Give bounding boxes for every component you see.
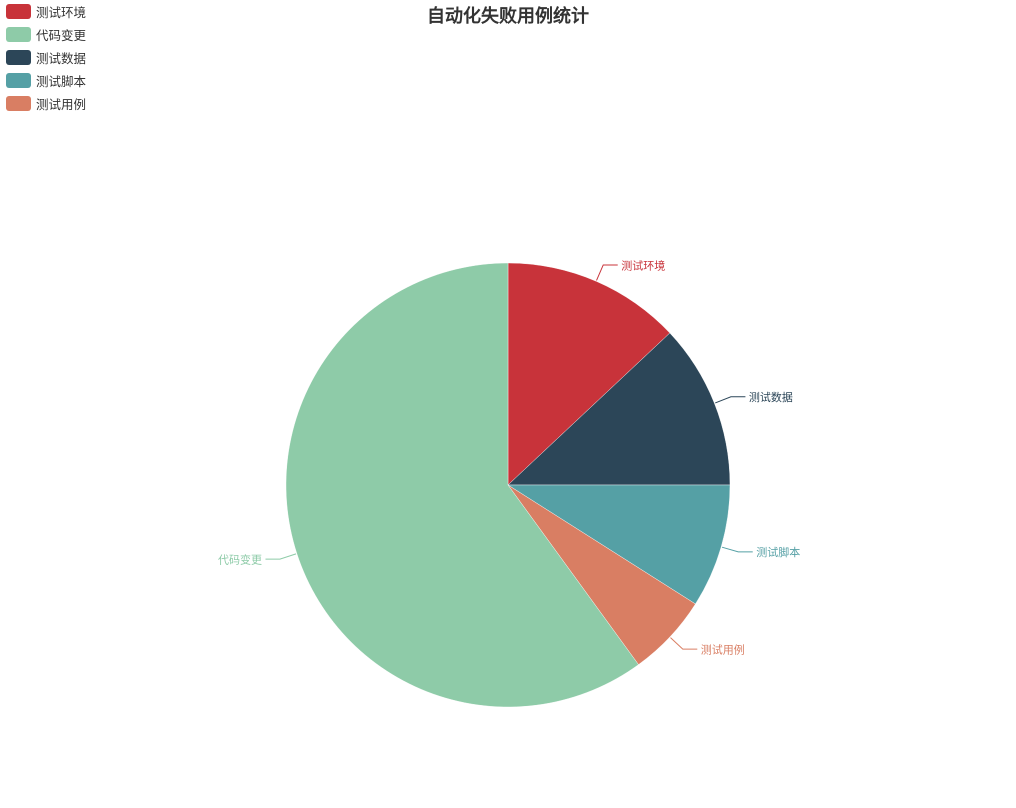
svg-text:代码变更: 代码变更 <box>218 552 262 566</box>
svg-text:测试用例: 测试用例 <box>701 642 745 656</box>
svg-text:测试脚本: 测试脚本 <box>756 545 800 559</box>
svg-text:测试数据: 测试数据 <box>749 390 793 404</box>
svg-text:测试环境: 测试环境 <box>621 258 665 272</box>
